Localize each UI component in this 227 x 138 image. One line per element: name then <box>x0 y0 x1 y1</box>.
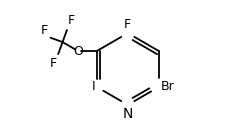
Text: F: F <box>40 24 47 37</box>
Text: F: F <box>50 57 57 70</box>
Text: F: F <box>68 14 75 27</box>
Text: N: N <box>122 107 132 121</box>
Text: I: I <box>91 80 95 93</box>
Text: O: O <box>73 45 83 58</box>
Text: F: F <box>124 18 131 31</box>
Text: Br: Br <box>160 80 173 93</box>
